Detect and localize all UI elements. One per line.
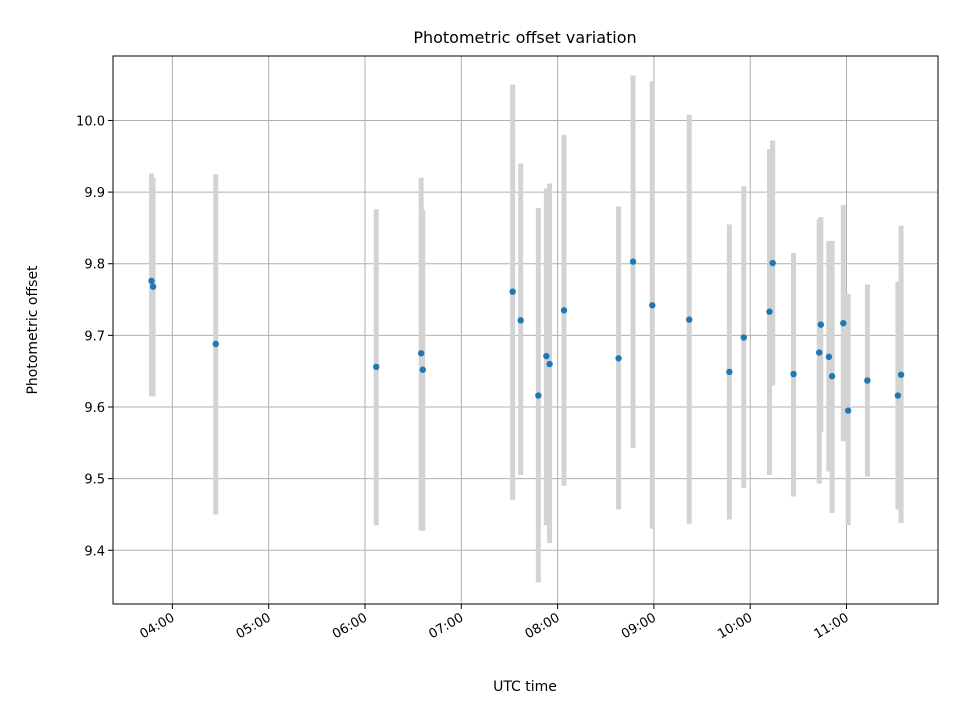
data-point <box>726 368 733 376</box>
data-point <box>649 302 656 309</box>
data-point <box>740 334 747 341</box>
x-tick-label: 06:00 <box>330 610 370 642</box>
data-point <box>535 392 542 399</box>
data-point <box>543 352 550 360</box>
y-tick-label: 9.6 <box>84 401 105 416</box>
data-point <box>419 366 426 373</box>
data-point <box>212 340 219 348</box>
data-point <box>629 258 637 265</box>
y-tick-label: 9.9 <box>84 186 105 201</box>
data-point <box>560 307 568 314</box>
x-tick-label: 04:00 <box>137 610 177 642</box>
y-axis-label: Photometric offset <box>25 265 41 395</box>
data-point <box>790 370 797 378</box>
data-point <box>840 319 847 327</box>
data-point <box>373 363 380 371</box>
data-point <box>894 392 902 399</box>
x-tick-label: 08:00 <box>523 610 563 642</box>
tick-layer: 04:00 05:00 06:00 07:00 08:00 09:00 10:00 11:00… <box>76 114 851 642</box>
point-layer <box>148 258 905 414</box>
chart-title: Photometric offset variation <box>413 28 636 47</box>
data-point <box>148 277 155 285</box>
y-tick-label: 9.8 <box>84 258 105 273</box>
x-tick-label: 10:00 <box>715 610 755 642</box>
data-point <box>828 373 836 380</box>
y-tick-label: 9.5 <box>84 473 105 488</box>
data-point <box>766 308 773 315</box>
x-axis-label: UTC time <box>493 679 557 695</box>
y-tick-label: 9.4 <box>84 544 105 559</box>
data-point <box>825 353 833 361</box>
grid-layer <box>113 56 938 604</box>
data-point <box>509 288 516 295</box>
data-point <box>417 350 425 357</box>
x-tick-label: 09:00 <box>619 610 659 642</box>
y-tick-label: 10.0 <box>76 114 105 129</box>
data-point <box>149 283 157 290</box>
data-point <box>817 321 825 328</box>
data-point <box>864 377 871 384</box>
data-point <box>844 407 852 414</box>
data-point <box>816 349 823 356</box>
data-point <box>517 317 524 324</box>
data-point <box>769 259 776 267</box>
y-tick-label: 9.7 <box>84 329 105 344</box>
errorbar-layer <box>149 75 904 583</box>
data-point <box>615 355 622 362</box>
data-point <box>546 360 553 368</box>
x-tick-label: 05:00 <box>234 610 274 642</box>
data-point <box>686 316 693 323</box>
plot-frame <box>112 55 939 605</box>
data-point <box>897 371 905 378</box>
x-tick-label: 07:00 <box>426 610 466 642</box>
x-tick-label: 11:00 <box>812 610 852 642</box>
